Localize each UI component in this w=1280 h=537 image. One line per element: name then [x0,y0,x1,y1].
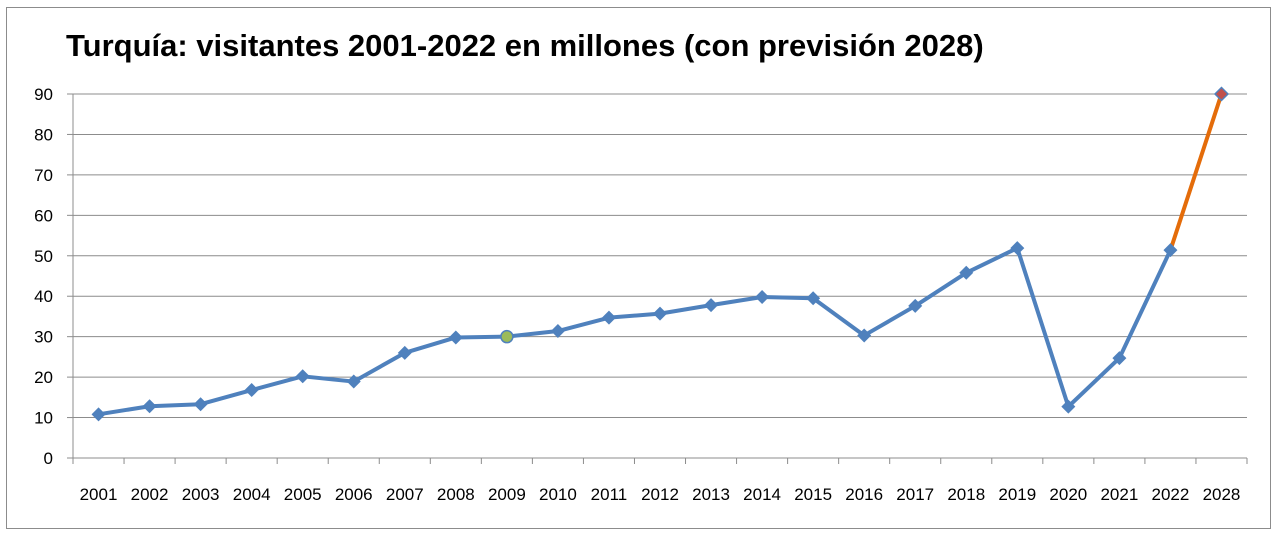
y-tick-label: 40 [34,287,53,306]
x-tick-label: 2011 [591,485,628,504]
x-tick-label: 2006 [335,485,373,504]
x-tick-label: 2008 [437,485,475,504]
data-point [653,306,667,321]
x-tick-label: 2020 [1049,485,1087,504]
x-tick-label: 2014 [743,485,781,504]
data-point [346,374,361,389]
x-tick-label: 2019 [998,485,1036,504]
y-tick-label: 50 [34,247,53,266]
y-tick-label: 30 [34,328,53,347]
y-tick-label: 10 [34,409,53,428]
data-point [755,290,770,305]
data-point [550,324,565,339]
x-tick-label: 2010 [539,485,577,504]
x-tick-label: 2022 [1152,485,1190,504]
y-tick-label: 0 [44,449,53,468]
x-tick-label: 2003 [182,485,220,504]
x-tick-label: 2017 [896,485,934,504]
data-point [857,328,872,343]
data-point [1112,351,1127,366]
data-point [1061,399,1076,414]
x-tick-label: 2018 [947,485,985,504]
y-tick-label: 90 [34,85,53,104]
forecast-point [1213,86,1230,102]
x-tick-label: 2004 [233,485,271,504]
chart-title: Turquía: visitantes 2001-2022 en millone… [66,28,984,63]
data-point [1163,243,1178,258]
data-point [908,298,923,313]
y-tick-label: 70 [34,166,53,185]
data-point [959,265,974,280]
x-tick-label: 2001 [80,485,118,504]
data-point [295,369,310,384]
series-line-1 [1168,92,1224,253]
data-point [193,397,208,412]
data-point [397,345,412,360]
data-point [244,383,259,398]
x-tick-label: 2016 [845,485,883,504]
x-tick-label: 2005 [284,485,322,504]
x-tick-label: 2021 [1100,485,1138,504]
x-tick-label: 2009 [488,485,526,504]
data-point [91,407,106,422]
x-tick-label: 2015 [794,485,832,504]
y-tick-label: 20 [34,368,53,387]
data-point [448,330,463,345]
data-point [142,399,157,414]
data-point [1010,241,1025,256]
y-tick-label: 60 [34,206,53,225]
x-tick-label: 2028 [1203,485,1241,504]
x-tick-label: 2012 [641,485,679,504]
y-tick-label: 80 [34,125,53,144]
x-tick-label: 2007 [386,485,424,504]
data-point [601,310,616,325]
x-tick-label: 2013 [692,485,730,504]
series-line-0 [96,246,1173,417]
data-point [704,298,719,313]
data-point-highlight [500,329,514,344]
x-tick-label: 2002 [131,485,169,504]
data-point [806,291,821,306]
